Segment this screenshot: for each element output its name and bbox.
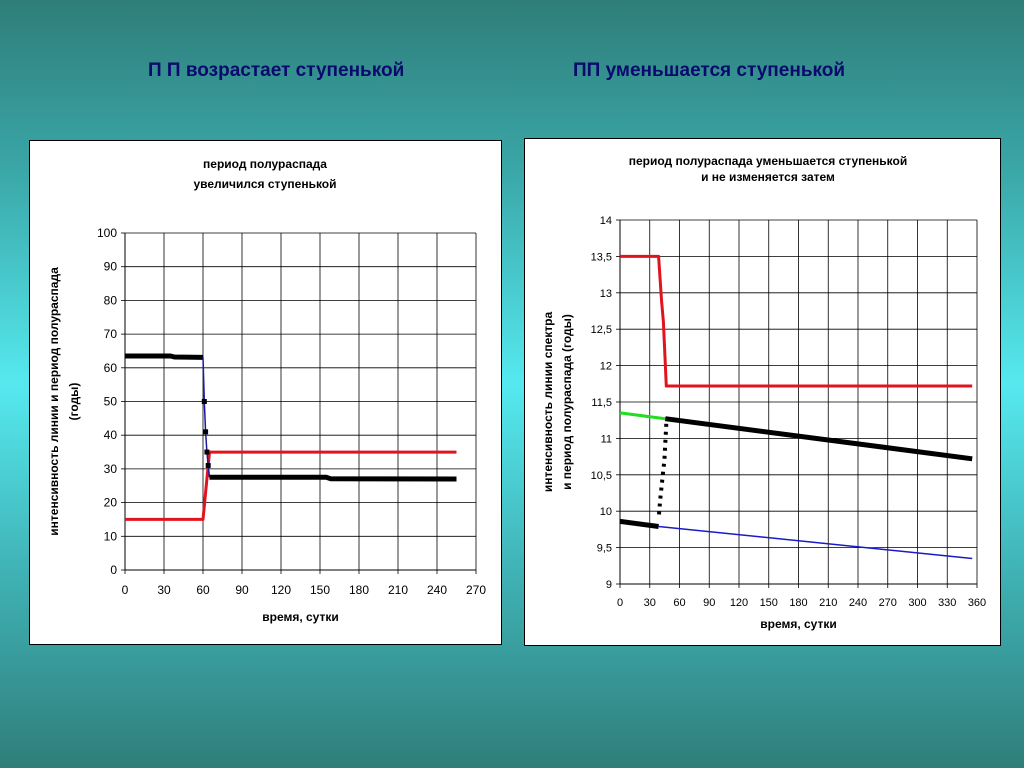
x-tick-label: 90 <box>703 597 715 609</box>
y-tick-label: 20 <box>104 496 118 510</box>
x-tick-label: 60 <box>196 583 210 597</box>
slide-title-left: П П возрастает ступенькой <box>148 60 405 81</box>
y-axis-label-line: и период полураспада (годы) <box>560 314 574 490</box>
x-tick-label: 180 <box>789 597 807 609</box>
x-tick-label: 180 <box>349 583 369 597</box>
series-line <box>125 353 204 360</box>
chart-title-line: период полураспада <box>203 157 327 171</box>
y-tick-label: 13,5 <box>591 251 612 263</box>
y-tick-label: 12 <box>600 361 612 373</box>
chart-title-line: увеличился ступенькой <box>193 177 336 191</box>
y-tick-label: 0 <box>110 563 117 577</box>
y-tick-label: 30 <box>104 462 118 476</box>
x-tick-label: 330 <box>938 597 956 609</box>
y-tick-label: 60 <box>104 361 118 375</box>
series-line <box>656 423 669 519</box>
y-tick-label: 10,5 <box>591 470 612 482</box>
x-axis-label: время, сутки <box>760 617 837 631</box>
x-tick-label: 120 <box>730 597 748 609</box>
y-tick-label: 9,5 <box>597 543 612 555</box>
x-tick-label: 150 <box>310 583 330 597</box>
y-tick-label: 50 <box>104 395 118 409</box>
series-point-marker <box>201 399 207 404</box>
series-line <box>619 411 666 421</box>
y-tick-label: 40 <box>104 428 118 442</box>
series-line <box>664 416 973 462</box>
slide-title-right: ПП уменьшается ступенькой <box>573 60 846 81</box>
y-tick-label: 70 <box>104 327 118 341</box>
x-tick-label: 210 <box>388 583 408 597</box>
x-tick-label: 30 <box>644 597 656 609</box>
chart-title-line: период полураспада уменьшается ступенько… <box>629 154 907 168</box>
x-tick-label: 240 <box>427 583 447 597</box>
series-line <box>619 518 659 529</box>
y-tick-label: 11,5 <box>591 397 612 409</box>
series-line <box>125 450 457 521</box>
x-tick-label: 90 <box>235 583 249 597</box>
series-line <box>658 525 973 560</box>
series-line <box>620 254 973 388</box>
x-tick-label: 270 <box>879 597 897 609</box>
chart-panel-left: период полураспада увеличился ступенькой 0… <box>29 140 502 645</box>
y-tick-label: 80 <box>104 293 118 307</box>
series-point-marker <box>203 429 209 435</box>
x-tick-label: 0 <box>122 583 129 597</box>
y-tick-label: 13 <box>600 288 612 300</box>
series-point-marker <box>204 449 210 455</box>
x-tick-label: 300 <box>908 597 926 609</box>
chart-right: период полураспада уменьшается ступенько… <box>541 154 986 631</box>
y-tick-label: 9 <box>606 579 612 591</box>
x-tick-label: 120 <box>271 583 291 597</box>
chart-left: период полураспада увеличился ступенькой 0… <box>47 157 486 624</box>
x-tick-label: 240 <box>849 597 867 609</box>
y-axis-label-line: интенсивность линии и период полураспада <box>47 267 61 536</box>
x-tick-label: 30 <box>157 583 171 597</box>
x-tick-label: 210 <box>819 597 837 609</box>
x-tick-label: 360 <box>968 597 986 609</box>
series-point-marker <box>205 463 211 469</box>
y-tick-label: 14 <box>600 215 612 227</box>
x-tick-label: 0 <box>617 597 623 609</box>
x-tick-label: 150 <box>760 597 778 609</box>
chart-title-line: и не изменяется затем <box>701 170 835 184</box>
y-tick-label: 10 <box>600 506 612 518</box>
y-tick-label: 12,5 <box>591 324 612 336</box>
y-tick-label: 11 <box>601 433 612 445</box>
x-tick-label: 270 <box>466 583 486 597</box>
y-tick-label: 10 <box>104 529 118 543</box>
y-axis-label-line: (годы) <box>67 383 81 421</box>
chart-panel-right: период полураспада уменьшается ступенько… <box>524 138 1001 646</box>
y-tick-label: 100 <box>97 226 117 240</box>
series-line <box>209 474 457 482</box>
y-tick-label: 90 <box>104 260 118 274</box>
x-tick-label: 60 <box>673 597 685 609</box>
y-axis-label-line: интенсивность линии спектра <box>541 312 555 493</box>
x-axis-label: время, сутки <box>262 610 339 624</box>
